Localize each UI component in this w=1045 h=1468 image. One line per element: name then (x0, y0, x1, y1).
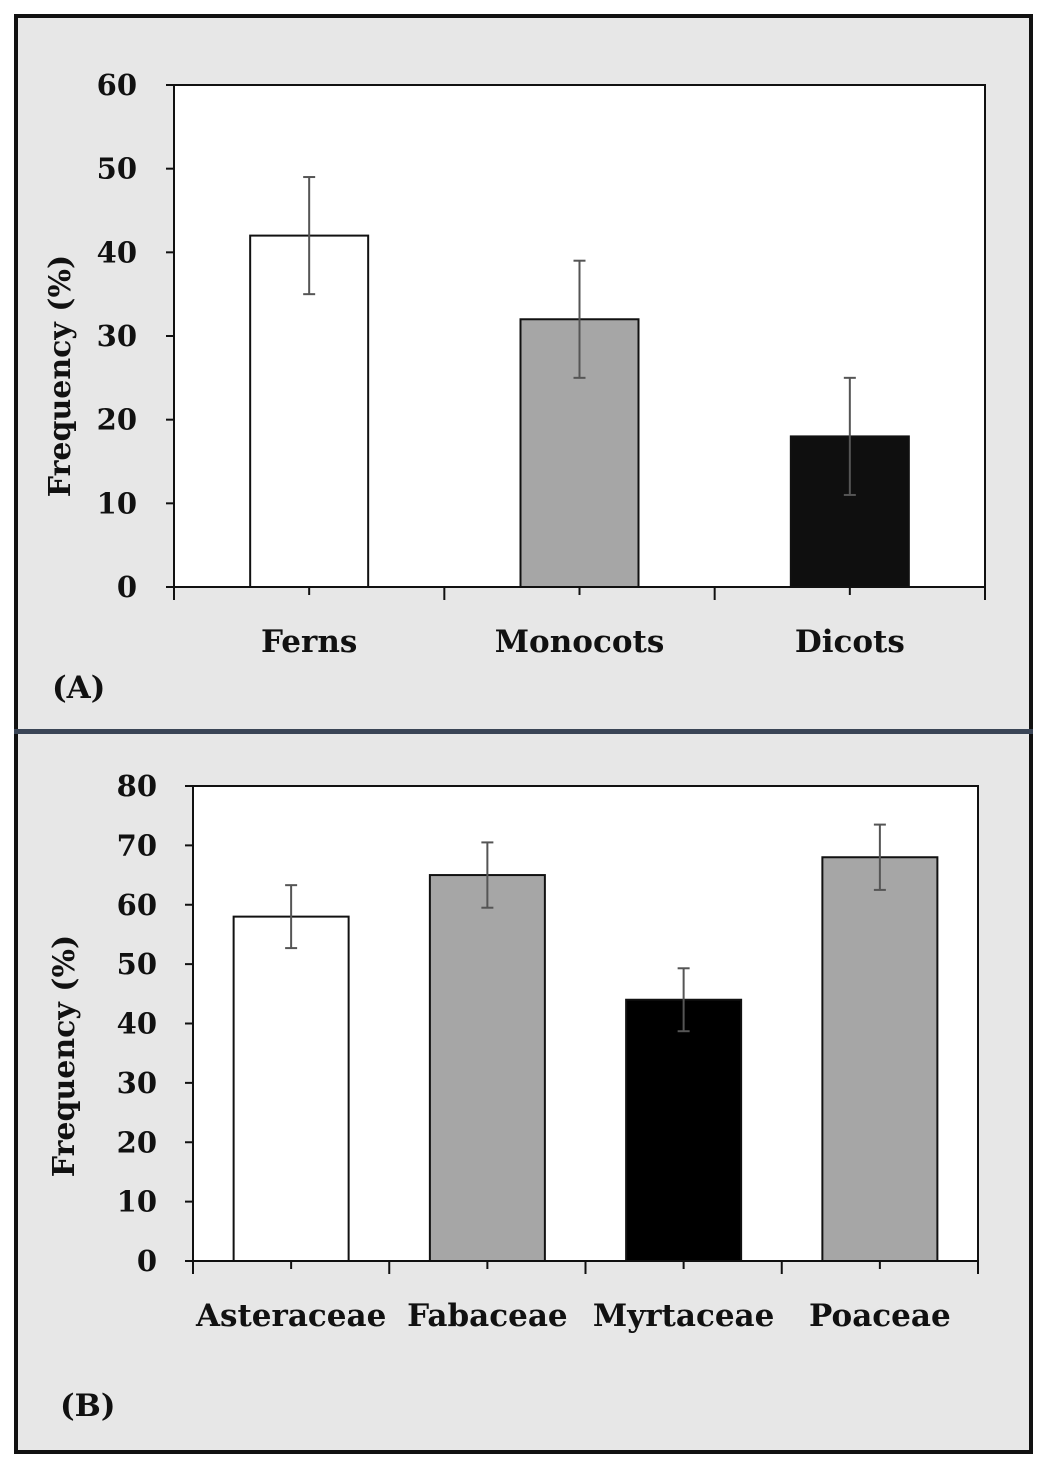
y-tick-label: 30 (97, 319, 137, 353)
category-label-monocots: Monocots (495, 624, 665, 660)
panel-label: (B) (60, 1388, 116, 1424)
chart-panel-b: 0 10 20 30 40 50 60 70 80 Asteraceae Fabaceae Myrta… (47, 769, 979, 1424)
y-tick-label: 0 (137, 1244, 157, 1278)
y-tick-label: 10 (97, 486, 137, 520)
category-label-dicots: Dicots (795, 624, 905, 660)
y-axis-title: Frequency (%) (47, 935, 82, 1177)
y-axis-title: Frequency (%) (43, 255, 78, 497)
y-tick-label: 50 (117, 947, 157, 981)
bar-asteraceae (232, 915, 350, 1262)
y-tick-label: 70 (117, 828, 157, 862)
category-label-asteraceae: Asteraceae (195, 1298, 386, 1334)
y-tick-label: 50 (97, 152, 137, 186)
category-label-fabaceae: Fabaceae (407, 1298, 568, 1334)
bar-poaceae (821, 856, 939, 1262)
bar-fabaceae (428, 874, 546, 1262)
y-tick-label: 10 (117, 1185, 157, 1219)
y-tick-label: 80 (117, 769, 157, 803)
category-label-poaceae: Poaceae (809, 1298, 951, 1334)
chart-panel-a: 0 10 20 30 40 50 60 Ferns Monocots Dicots Frequenc… (43, 68, 986, 706)
panel-label: (A) (52, 670, 105, 706)
y-tick-label: 20 (97, 403, 137, 437)
y-tick-label: 60 (97, 68, 137, 102)
category-label-myrtaceae: Myrtaceae (593, 1298, 774, 1334)
category-label-ferns: Ferns (261, 624, 357, 660)
y-tick-label: 40 (97, 235, 137, 269)
y-tick-label: 30 (117, 1066, 157, 1100)
y-tick-label: 60 (117, 888, 157, 922)
panel-divider (14, 729, 1033, 734)
y-tick-label: 20 (117, 1125, 157, 1159)
bar-myrtaceae (625, 998, 743, 1262)
y-tick-label: 40 (117, 1007, 157, 1041)
y-tick-label: 0 (117, 570, 137, 604)
